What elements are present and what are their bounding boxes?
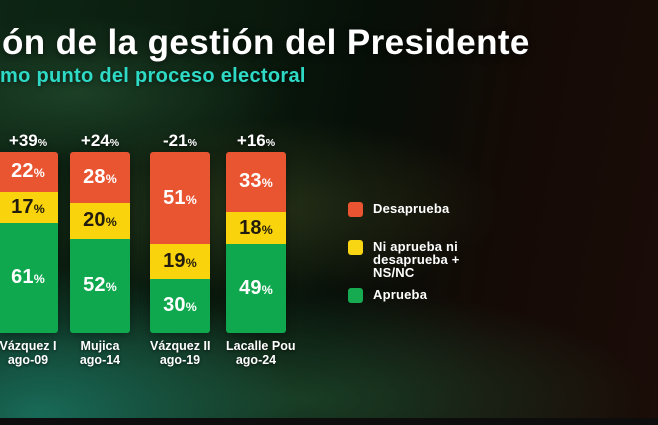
percent-sign: % [37,137,48,149]
category-date: ago-19 [159,352,201,367]
segment-value-label: 18% [239,216,273,239]
category-name: Mujica [80,339,120,353]
category-label: Mujica ago-14 [70,339,130,367]
legend-item: Ni aprueba ni desaprueba + NS/NC [348,240,460,279]
category-name: Vázquez I [0,339,57,353]
president-portrait-photo [398,0,658,425]
legend-item: Aprueba [348,288,460,303]
stacked-bar: 33% 18% 49% [226,152,286,333]
page-subtitle: mo punto del proceso electoral [0,65,306,87]
bar-segment-desaprueba: 28% [70,152,130,203]
segment-value-label: 19% [163,249,197,272]
header: ón de la gestión del Presidente mo punto… [0,24,530,88]
stacked-bar: 51% 19% 30% [150,152,210,333]
segment-value-label: 17% [11,195,45,218]
net-balance-label: +39% [8,131,48,150]
net-balance-label: +16% [236,131,276,150]
percent-sign: % [33,201,45,216]
legend-color-swatch-icon [348,240,363,255]
bar-segment-desaprueba: 33% [226,152,286,212]
percent-sign: % [185,192,197,207]
bar-segment-desaprueba: 51% [150,152,210,245]
percent-sign: % [105,215,117,230]
legend-item-label: Ni aprueba ni desaprueba + NS/NC [373,240,460,279]
legend-label-line: NS/NC [373,265,415,280]
bar-segment-ni: 19% [150,244,210,279]
bar-column: -21% 51% 19% 30% Vázquez II ago-19 [150,130,210,367]
percent-sign: % [185,255,197,270]
legend-color-swatch-icon [348,202,363,217]
net-balance-label: -21% [163,131,197,150]
bar-segment-aprueba: 49% [226,244,286,333]
legend-color-swatch-icon [348,288,363,303]
category-date: ago-14 [79,352,121,367]
percent-sign: % [105,171,117,186]
bar-segment-aprueba: 52% [70,238,130,333]
category-date: ago-24 [235,352,277,367]
percent-sign: % [265,137,276,149]
legend-item-label: Aprueba [373,288,427,301]
segment-value-label: 51% [163,186,197,209]
bar-column: +24% 28% 20% 52% Mujica ago-14 [70,130,130,367]
legend-label-line: Aprueba [373,287,428,302]
segment-value-label: 61% [11,266,45,289]
segment-value-label: 20% [83,209,117,232]
category-label: Lacalle Pou ago-24 [226,339,296,367]
legend-label-line: Desaprueba [373,201,450,216]
net-balance-label: +24% [80,131,120,150]
segment-value-label: 30% [163,294,197,317]
legend-label-line: Ni aprueba ni [373,239,458,254]
percent-sign: % [33,166,45,181]
segment-value-label: 49% [239,277,273,300]
bar-segment-aprueba: 61% [0,222,58,333]
percent-sign: % [261,222,273,237]
bar-segment-ni: 18% [226,211,286,245]
stacked-bar: 22% 17% 61% [0,152,58,333]
percent-sign: % [187,137,197,149]
category-label: Vázquez II ago-19 [150,339,211,367]
category-date: ago-09 [7,352,49,367]
segment-value-label: 28% [83,165,117,188]
bar-segment-ni: 17% [0,191,58,223]
stacked-bar: 28% 20% 52% [70,152,130,333]
legend-item-label: Desaprueba [373,202,449,215]
category-name: Lacalle Pou [226,339,296,353]
category-name: Vázquez II [150,339,211,353]
segment-value-label: 33% [239,170,273,193]
bar-segment-desaprueba: 22% [0,152,58,192]
percent-sign: % [185,300,197,315]
legend-label-line: desaprueba + [373,252,460,267]
segment-value-label: 52% [83,274,117,297]
percent-sign: % [109,137,120,149]
bottom-divider-bar [0,418,658,425]
percent-sign: % [261,283,273,298]
bar-column: +16% 33% 18% 49% Lacalle Pou ago-24 [226,130,296,367]
segment-value-label: 22% [11,160,45,183]
bar-segment-aprueba: 30% [150,278,210,333]
page-title: ón de la gestión del Presidente [2,23,530,62]
percent-sign: % [261,176,273,191]
legend-item: Desaprueba [348,202,460,217]
percent-sign: % [105,280,117,295]
bar-segment-ni: 20% [70,202,130,239]
chart-legend: Desaprueba Ni aprueba ni desaprueba + NS/NC… [348,202,460,303]
percent-sign: % [33,272,45,287]
